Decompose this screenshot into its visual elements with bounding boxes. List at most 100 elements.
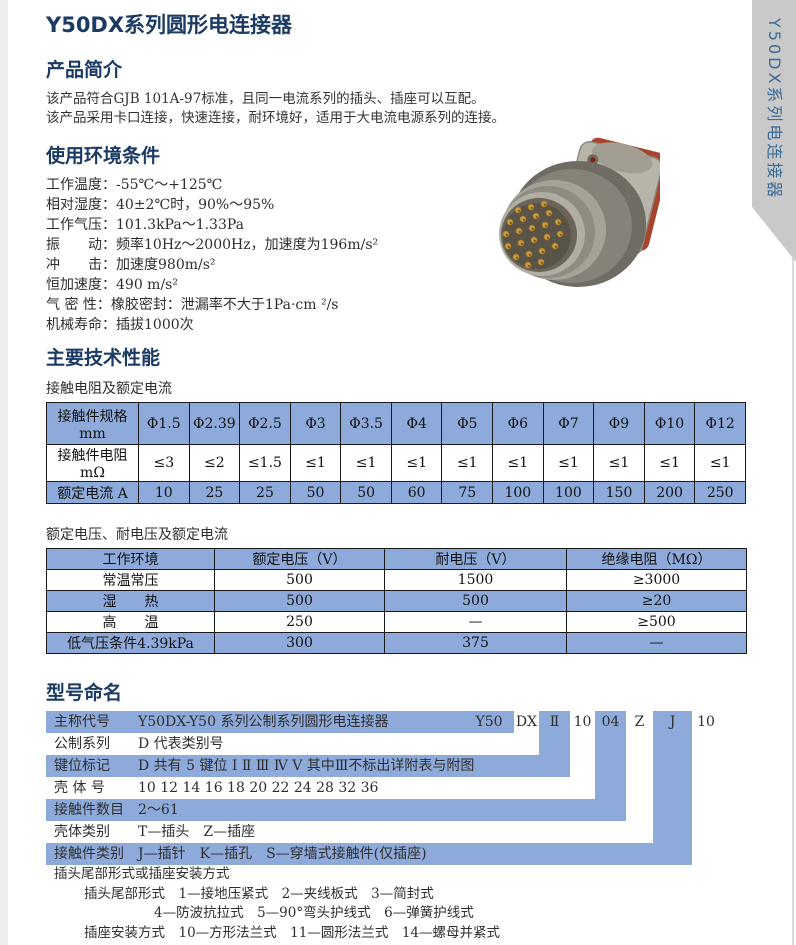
current-cell: 100: [492, 481, 544, 504]
row-label-cell: 额定电流 A: [46, 481, 139, 504]
spec-cell: Φ9: [593, 402, 645, 445]
current-cell: 50: [340, 481, 392, 504]
row-text: 壳体类别 T—插头 Z—插座: [46, 824, 255, 840]
row-text: 接触件类别 J—插针 K—插孔 S—穿墙式接触件(仅插座): [46, 846, 427, 862]
naming-row: 壳体类别 T—插头 Z—插座: [46, 821, 746, 843]
cell: 500: [214, 590, 385, 612]
env-item: 冲 击：加速度980m/s²: [46, 257, 216, 273]
cell: 300: [214, 632, 385, 654]
header-cell: 耐电压（V）: [384, 548, 567, 570]
current-cell: 25: [239, 481, 291, 504]
row-desc: D 共有 5 键位 Ⅰ Ⅱ Ⅲ Ⅳ Ⅴ 其中Ⅲ不标出详附表与附图: [138, 758, 475, 774]
intro-paragraphs: 该产品符合GJB 101A-97标准，且同一电流系列的插头、插座可以互配。 该产…: [46, 90, 746, 128]
code-shell: 10: [573, 714, 592, 730]
blue-bar: [46, 799, 626, 821]
env-item: 工作温度：-55℃～+125℃: [46, 177, 223, 193]
naming-row: 公制系列 D 代表类别号: [46, 733, 746, 755]
row-label: 接触件类别: [54, 846, 124, 862]
section-heading-environment: 使用环境条件: [46, 145, 161, 167]
tail-line: 4—防波抗拉式 5—90°弯头护线式 6—弹簧护线式: [154, 905, 474, 921]
label-line: 接触件电阻: [57, 448, 128, 464]
naming-row-main: 主称代号 Y50DX-Y50 系列公制系列圆形电连接器 Y50 DX Ⅱ 10 0…: [46, 711, 746, 733]
table-row: 湿 热 500 500 ≥20: [46, 590, 747, 612]
row-desc: J—插针 K—插孔 S—穿墙式接触件(仅插座): [138, 846, 427, 862]
resistance-cell: ≤1: [542, 444, 595, 482]
corner-cell: 接触件规格 mm: [46, 402, 139, 445]
current-cell: 60: [390, 481, 443, 504]
cell: 375: [384, 632, 567, 654]
code-y50: Y50: [475, 714, 503, 730]
table-row: 低气压条件4.39kPa 300 375 —: [46, 632, 747, 654]
row-label: 主称代号: [54, 714, 110, 730]
table-row: 高 温 250 — ≥500: [46, 611, 747, 633]
contact-resistance-table: 接触件规格 mm Φ1.5 Φ2.39 Φ2.5 Φ3 Φ3.5 Φ4 Φ5 Φ…: [46, 402, 746, 504]
row-text: 主称代号 Y50DX-Y50 系列公制系列圆形电连接器: [46, 714, 388, 730]
right-edge-line: [792, 0, 794, 945]
current-cell: 75: [441, 481, 494, 504]
current-cell: 50: [289, 481, 342, 504]
spec-cell: Φ1.5: [138, 402, 190, 445]
env-item: 气 密 性：橡胶密封：泄漏率不大于1Pa·cm ²/s: [46, 297, 339, 313]
spec-cell: Φ2.39: [188, 402, 241, 445]
env-item: 相对湿度：40±2℃时，90%～95%: [46, 197, 275, 213]
code-dx: DX: [515, 714, 538, 730]
table-row: 常温常压 500 1500 ≥3000: [46, 569, 747, 591]
intro-line: 该产品符合GJB 101A-97标准，且同一电流系列的插头、插座可以互配。: [46, 91, 485, 107]
blue-bar: [46, 755, 570, 777]
cell: 500: [384, 590, 567, 612]
corner-line: mm: [79, 425, 106, 442]
current-cell: 150: [593, 481, 645, 504]
cell: ≥20: [566, 590, 747, 612]
section-heading-performance: 主要技术性能: [46, 347, 161, 369]
code-key: Ⅱ: [549, 714, 560, 730]
main-content: Y50DX系列圆形电连接器 产品简介 该产品符合GJB 101A-97标准，且同…: [46, 0, 747, 943]
current-cell: 10: [138, 481, 190, 504]
naming-row: 接触件类别 J—插针 K—插孔 S—穿墙式接触件(仅插座): [46, 843, 746, 865]
corner-line: 接触件规格: [57, 408, 128, 425]
table-row: 工作环境 额定电压（V） 耐电压（V） 绝缘电阻（MΩ）: [46, 548, 747, 570]
table-row: 接触件电阻 mΩ ≤3 ≤2 ≤1.5 ≤1 ≤1 ≤1 ≤1 ≤1 ≤1 ≤1…: [46, 444, 746, 482]
row-desc: Y50DX-Y50 系列公制系列圆形电连接器: [138, 714, 389, 730]
resistance-cell: ≤1: [441, 444, 494, 482]
blue-bar: [46, 843, 692, 865]
spec-cell: Φ7: [542, 402, 595, 445]
row-text: 接触件数目 2～61: [46, 802, 179, 818]
row-desc: 2～61: [138, 802, 179, 818]
cell: 250: [214, 611, 385, 633]
label-line: mΩ: [80, 465, 105, 481]
resistance-cell: ≤2: [188, 444, 241, 482]
tail-line: 插头尾部形式或插座安装方式: [54, 866, 230, 882]
row-desc: T—插头 Z—插座: [138, 824, 256, 840]
cell: 湿 热: [46, 590, 215, 612]
code-contacts: 04: [601, 714, 620, 730]
row-text: 壳 体 号 10 12 14 16 18 20 22 24 28 32 36: [46, 780, 378, 796]
table-row: 接触件规格 mm Φ1.5 Φ2.39 Φ2.5 Φ3 Φ3.5 Φ4 Φ5 Φ…: [46, 402, 746, 445]
row-label-cell: 接触件电阻 mΩ: [46, 444, 139, 482]
table1-caption: 接触电阻及额定电流: [46, 381, 172, 397]
row-label: 键位标记: [54, 758, 110, 774]
tail-line: 插头尾部形式 1—接地压紧式 2—夹线板式 3—简封式: [84, 885, 434, 902]
current-cell: 200: [643, 481, 696, 504]
spec-cell: Φ3: [289, 402, 342, 445]
spec-cell: Φ2.5: [239, 402, 291, 445]
table-row: 额定电流 A 10 25 25 50 50 60 75 100 100 150 …: [46, 481, 746, 504]
table2-caption: 额定电压、耐电压及额定电流: [46, 527, 228, 543]
cell: —: [566, 632, 747, 654]
section-heading-naming: 型号命名: [46, 682, 123, 704]
header-cell: 绝缘电阻（MΩ）: [566, 548, 747, 570]
resistance-cell: ≤1: [340, 444, 392, 482]
resistance-cell: ≤1.5: [239, 444, 291, 482]
spec-cell: Φ4: [390, 402, 443, 445]
spec-cell: Φ6: [492, 402, 544, 445]
code-column-contact-type: [653, 711, 692, 865]
row-label: 壳 体 号: [54, 780, 105, 796]
env-item: 工作气压：101.3kPa～1.33Pa: [46, 217, 245, 233]
naming-row: 键位标记 D 共有 5 键位 Ⅰ Ⅱ Ⅲ Ⅳ Ⅴ 其中Ⅲ不标出详附表与附图: [46, 755, 746, 777]
cell: ≥500: [566, 611, 747, 633]
tail-line: 插座安装方式 10—方形法兰式 11—圆形法兰式 14—螺母并紧式: [84, 924, 501, 941]
sidebar-vertical-title: Y50DX系列电连接器: [765, 18, 784, 201]
cell: 1500: [384, 569, 567, 591]
resistance-cell: ≤1: [593, 444, 645, 482]
spec-cell: Φ3.5: [340, 402, 392, 445]
